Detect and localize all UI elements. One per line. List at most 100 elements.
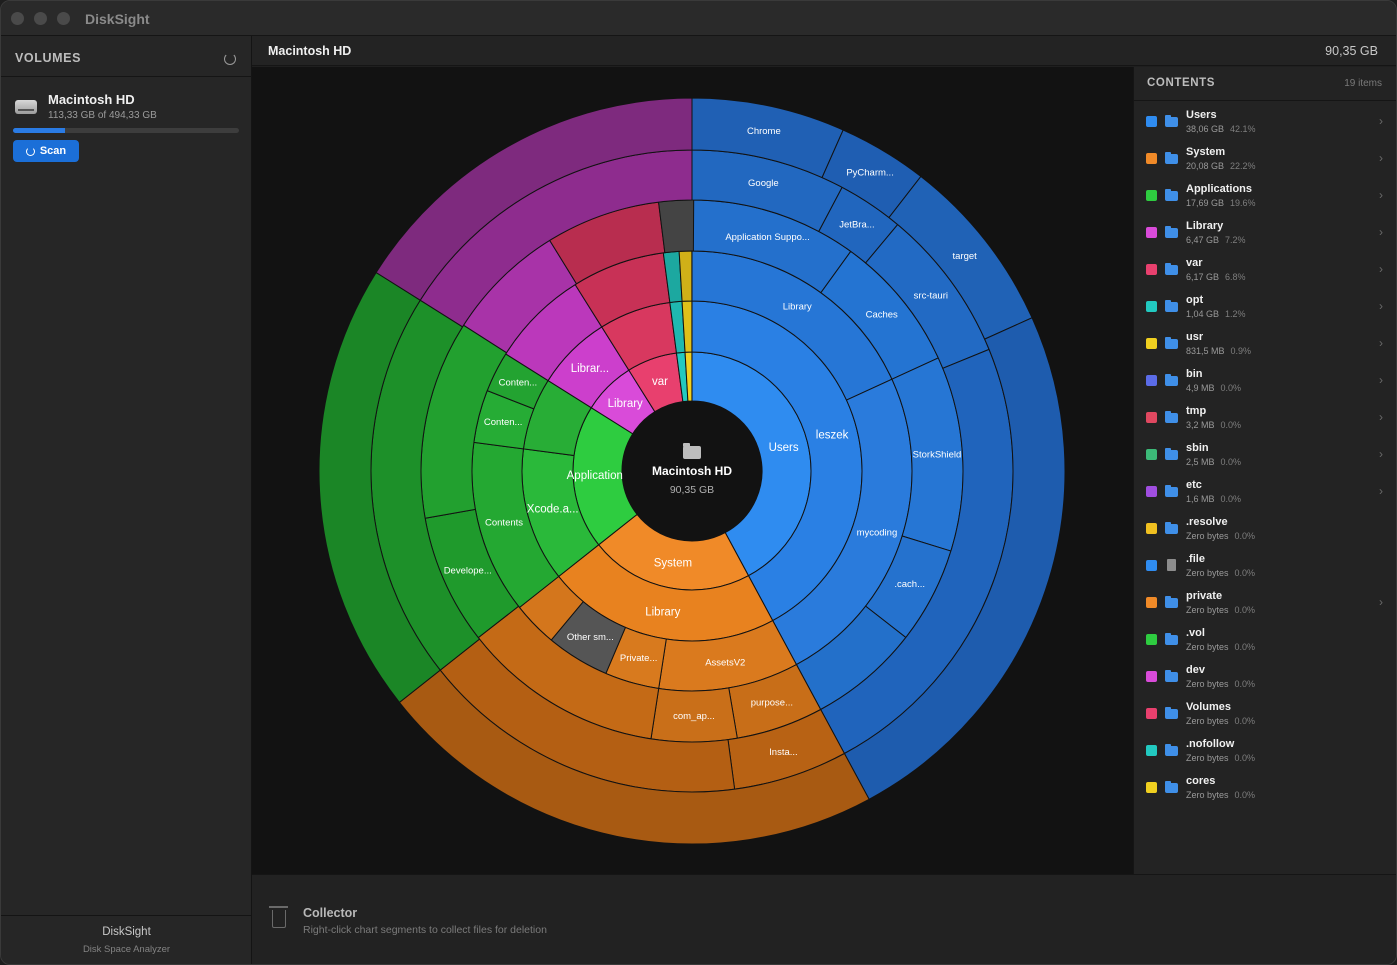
minimize-window-button[interactable] xyxy=(34,12,47,25)
item-meta: 20,08 GB 22.2% xyxy=(1186,161,1256,171)
chevron-right-icon[interactable]: › xyxy=(1379,225,1383,239)
item-meta: Zero bytes 0.0% xyxy=(1186,605,1255,615)
color-swatch xyxy=(1146,301,1157,312)
drive-icon xyxy=(15,100,37,114)
window-title: DiskSight xyxy=(85,11,150,27)
color-swatch xyxy=(1146,412,1157,423)
item-percent: 22.2% xyxy=(1230,161,1256,171)
contents-row[interactable]: .resolve Zero bytes 0.0% xyxy=(1134,514,1396,551)
chevron-right-icon[interactable]: › xyxy=(1379,188,1383,202)
center-circle[interactable] xyxy=(622,401,762,541)
volume-name[interactable]: Macintosh HD xyxy=(48,92,135,107)
contents-row[interactable]: Users 38,06 GB 42.1% › xyxy=(1134,107,1396,144)
segment-label: AssetsV2 xyxy=(705,658,745,669)
color-swatch xyxy=(1146,338,1157,349)
item-name: private xyxy=(1186,590,1223,602)
close-window-button[interactable] xyxy=(11,12,24,25)
contents-row[interactable]: sbin 2,5 MB 0.0% › xyxy=(1134,440,1396,477)
item-size: Zero bytes xyxy=(1186,790,1229,800)
item-percent: 0.0% xyxy=(1234,790,1256,800)
item-size: 17,69 GB xyxy=(1186,198,1225,208)
contents-row[interactable]: .file Zero bytes 0.0% xyxy=(1134,551,1396,588)
folder-icon xyxy=(1165,781,1178,793)
center-size: 90,35 GB xyxy=(670,484,714,496)
chevron-right-icon[interactable]: › xyxy=(1379,484,1383,498)
chevron-right-icon[interactable]: › xyxy=(1379,447,1383,461)
chevron-right-icon[interactable]: › xyxy=(1379,373,1383,387)
chevron-right-icon[interactable]: › xyxy=(1379,114,1383,128)
zoom-window-button[interactable] xyxy=(57,12,70,25)
sunburst-segment[interactable] xyxy=(657,199,695,254)
contents-row[interactable]: cores Zero bytes 0.0% xyxy=(1134,773,1396,810)
current-path-size: 90,35 GB xyxy=(1325,44,1378,58)
file-icon xyxy=(1167,559,1176,571)
contents-row[interactable]: Applications 17,69 GB 19.6% › xyxy=(1134,181,1396,218)
item-size: Zero bytes xyxy=(1186,568,1229,578)
contents-row[interactable]: private Zero bytes 0.0% › xyxy=(1134,588,1396,625)
contents-row[interactable]: System 20,08 GB 22.2% › xyxy=(1134,144,1396,181)
chevron-right-icon[interactable]: › xyxy=(1379,595,1383,609)
sunburst-chart-area: Users System Applications Library var leszek L… xyxy=(252,67,1133,874)
chevron-right-icon[interactable]: › xyxy=(1379,262,1383,276)
color-swatch xyxy=(1146,523,1157,534)
volume-usage: 113,33 GB of 494,33 GB xyxy=(48,110,157,121)
sunburst-chart[interactable]: Users System Applications Library var leszek L… xyxy=(252,67,1133,874)
item-size: 831,5 MB xyxy=(1186,346,1225,356)
segment-label: Other sm... xyxy=(567,632,614,643)
folder-icon xyxy=(1165,633,1178,645)
folder-icon xyxy=(1165,337,1178,349)
segment-label: mycoding xyxy=(857,527,898,538)
item-percent: 0.0% xyxy=(1234,753,1256,763)
contents-row[interactable]: etc 1,6 MB 0.0% › xyxy=(1134,477,1396,514)
item-meta: Zero bytes 0.0% xyxy=(1186,531,1255,541)
folder-icon xyxy=(1165,744,1178,756)
sunburst-segment[interactable] xyxy=(375,97,693,301)
contents-row[interactable]: Volumes Zero bytes 0.0% xyxy=(1134,699,1396,736)
item-meta: 4,9 MB 0.0% xyxy=(1186,383,1241,393)
item-percent: 0.0% xyxy=(1234,642,1256,652)
contents-row[interactable]: .nofollow Zero bytes 0.0% xyxy=(1134,736,1396,773)
refresh-icon[interactable] xyxy=(224,53,236,65)
segment-label: leszek xyxy=(816,430,849,442)
item-size: 4,9 MB xyxy=(1186,383,1215,393)
color-swatch xyxy=(1146,375,1157,386)
color-swatch xyxy=(1146,597,1157,608)
chevron-right-icon[interactable]: › xyxy=(1379,151,1383,165)
app-name: DiskSight xyxy=(102,926,151,938)
folder-icon xyxy=(1165,152,1178,164)
trash-icon xyxy=(269,906,288,928)
contents-row[interactable]: opt 1,04 GB 1.2% › xyxy=(1134,292,1396,329)
scan-button[interactable]: Scan xyxy=(13,140,79,162)
item-meta: 3,2 MB 0.0% xyxy=(1186,420,1241,430)
item-name: opt xyxy=(1186,294,1204,306)
item-size: Zero bytes xyxy=(1186,531,1229,541)
contents-row[interactable]: bin 4,9 MB 0.0% › xyxy=(1134,366,1396,403)
item-meta: 831,5 MB 0.9% xyxy=(1186,346,1251,356)
item-name: .file xyxy=(1186,553,1205,565)
contents-row[interactable]: Library 6,47 GB 7.2% › xyxy=(1134,218,1396,255)
scan-icon xyxy=(25,146,35,156)
contents-row[interactable]: tmp 3,2 MB 0.0% › xyxy=(1134,403,1396,440)
item-meta: 6,17 GB 6.8% xyxy=(1186,272,1246,282)
item-meta: 2,5 MB 0.0% xyxy=(1186,457,1241,467)
chevron-right-icon[interactable]: › xyxy=(1379,299,1383,313)
folder-icon xyxy=(1165,485,1178,497)
contents-row[interactable]: usr 831,5 MB 0.9% › xyxy=(1134,329,1396,366)
color-swatch xyxy=(1146,264,1157,275)
color-swatch xyxy=(1146,708,1157,719)
segment-label: Users xyxy=(769,442,799,454)
item-size: 20,08 GB xyxy=(1186,161,1225,171)
collector-subtitle: Right-click chart segments to collect fi… xyxy=(303,924,547,936)
item-name: Volumes xyxy=(1186,701,1232,713)
contents-row[interactable]: dev Zero bytes 0.0% xyxy=(1134,662,1396,699)
segment-label: Library xyxy=(783,301,812,312)
item-size: 6,17 GB xyxy=(1186,272,1220,282)
chevron-right-icon[interactable]: › xyxy=(1379,410,1383,424)
segment-label: Develope... xyxy=(444,565,492,576)
contents-row[interactable]: var 6,17 GB 6.8% › xyxy=(1134,255,1396,292)
item-meta: Zero bytes 0.0% xyxy=(1186,568,1255,578)
chevron-right-icon[interactable]: › xyxy=(1379,336,1383,350)
contents-row[interactable]: .vol Zero bytes 0.0% xyxy=(1134,625,1396,662)
volume-usage-bar xyxy=(13,128,239,133)
